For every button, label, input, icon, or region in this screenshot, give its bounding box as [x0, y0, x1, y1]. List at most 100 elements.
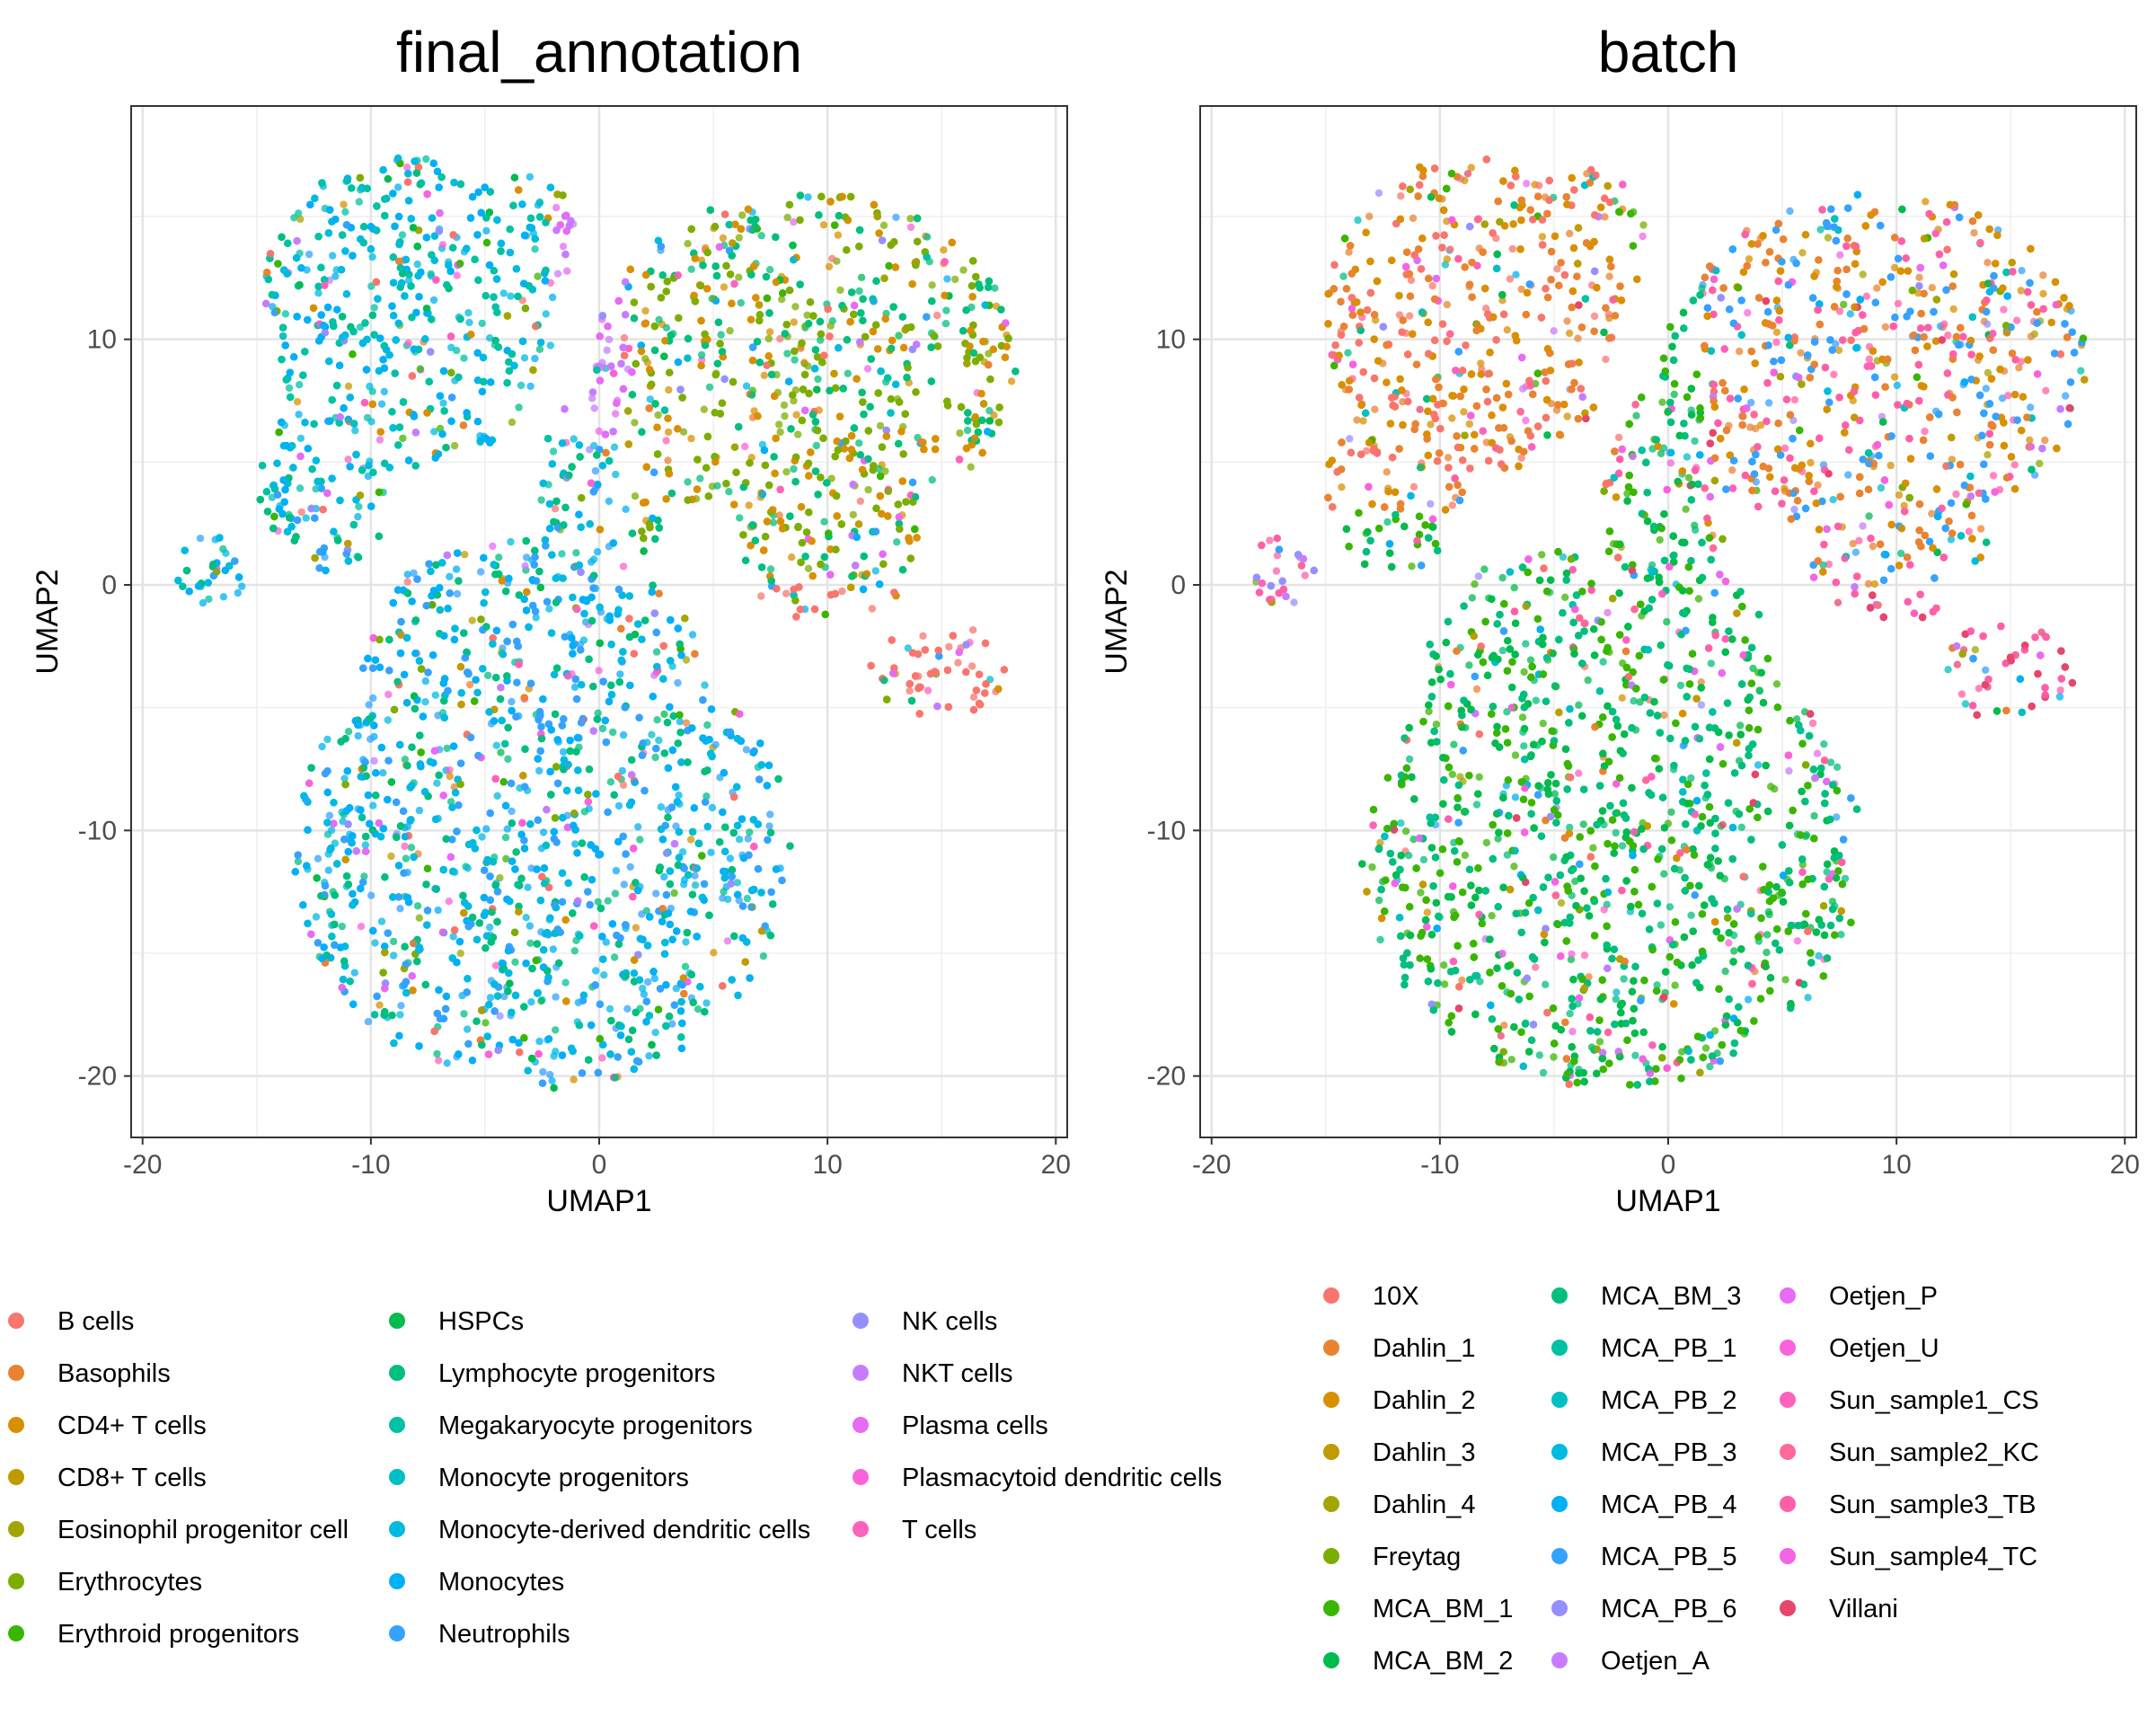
cell-point [760, 371, 768, 379]
cell-point [863, 365, 872, 373]
cell-point [460, 354, 468, 362]
cell-point [855, 287, 863, 296]
cell-point [464, 1025, 472, 1033]
cell-point [951, 275, 959, 284]
cell-point [639, 984, 647, 993]
cell-point [660, 710, 668, 719]
cell-point [871, 567, 879, 575]
cell-point [531, 354, 539, 363]
cell-point [281, 310, 290, 318]
cell-point [403, 164, 411, 172]
cell-point [652, 648, 661, 656]
cell-point [501, 834, 510, 842]
cell-point [431, 691, 439, 699]
cell-point [294, 857, 303, 866]
cell-point [612, 410, 620, 418]
cell-point [612, 866, 621, 875]
cell-point [598, 1054, 606, 1062]
cell-point [524, 883, 532, 891]
cell-point [766, 565, 775, 573]
cell-point [350, 969, 358, 977]
cell-point [757, 232, 765, 240]
cell-point [482, 825, 490, 833]
cell-point [928, 475, 936, 484]
cell-point [735, 896, 743, 905]
cell-point [354, 512, 362, 521]
cell-point [484, 671, 492, 679]
cell-point [394, 183, 402, 191]
cell-point [814, 375, 822, 384]
cell-point [682, 656, 691, 664]
cell-point [497, 748, 505, 756]
cell-point [296, 484, 305, 492]
cell-point [1007, 377, 1016, 385]
cell-point [586, 446, 594, 454]
cell-point [849, 510, 857, 519]
cell-point [636, 836, 644, 844]
cell-point [552, 993, 560, 1001]
cell-point [765, 266, 774, 274]
cell-point [493, 792, 501, 800]
cell-point [594, 709, 602, 717]
cell-point [616, 670, 624, 678]
cell-point [446, 772, 454, 781]
cell-point [344, 382, 353, 391]
cell-point [619, 562, 628, 571]
cell-point [438, 241, 447, 249]
cell-point [433, 779, 441, 787]
cell-point [665, 385, 673, 394]
cell-point [559, 748, 568, 756]
cell-point [590, 404, 598, 412]
cell-point [377, 917, 386, 925]
cell-point [765, 328, 774, 336]
cell-point [657, 803, 666, 811]
cell-point [968, 662, 976, 670]
cell-point [360, 872, 368, 880]
cell-point [559, 243, 568, 251]
cell-point [293, 398, 302, 406]
cell-point [496, 1012, 504, 1021]
cell-point [492, 741, 500, 749]
cell-point [742, 746, 751, 754]
cell-point [329, 252, 337, 260]
cell-point [638, 910, 646, 918]
cell-point [804, 564, 813, 572]
cell-point [363, 413, 372, 422]
cell-point [626, 862, 634, 871]
cell-point [461, 551, 469, 559]
cell-point [812, 441, 820, 450]
cell-point [945, 642, 953, 651]
cell-point [603, 346, 611, 354]
cell-point [672, 985, 680, 993]
cell-point [682, 938, 690, 946]
cell-point [652, 889, 660, 898]
cell-point [790, 217, 798, 226]
cell-point [702, 792, 711, 801]
cell-point [700, 405, 708, 413]
cell-point [504, 755, 512, 763]
cell-point [644, 978, 652, 986]
cell-point [606, 778, 615, 786]
cell-point [552, 1048, 560, 1056]
cell-point [387, 852, 395, 861]
cell-point [508, 418, 517, 427]
cell-point [969, 693, 978, 702]
cell-point [788, 553, 796, 562]
cell-point [655, 736, 663, 745]
cell-point [632, 924, 641, 932]
cell-point [468, 616, 476, 624]
cell-point [790, 396, 798, 405]
cell-point [376, 436, 384, 444]
cell-point [446, 572, 454, 580]
cell-point [687, 434, 695, 443]
cell-point [781, 411, 789, 420]
cell-point [219, 593, 228, 601]
cell-point [598, 724, 607, 733]
cell-point [370, 756, 378, 765]
cell-point [726, 326, 734, 335]
cell-point [838, 587, 846, 596]
cell-point [340, 200, 348, 208]
cell-point [356, 323, 365, 332]
cell-point [707, 848, 715, 856]
cell-point [371, 939, 379, 947]
